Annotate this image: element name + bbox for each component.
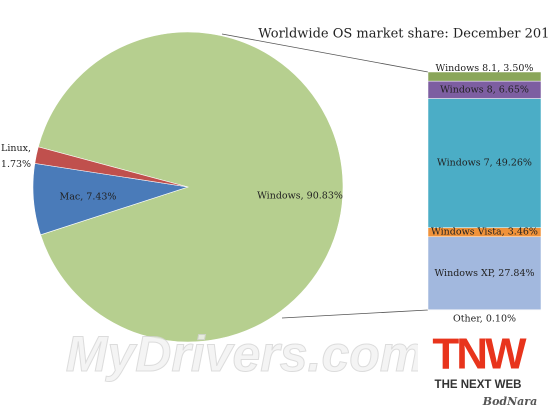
plot: Windows, 90.83% Mac, 7.43% Linux, 1.73% Wind… <box>1 31 542 343</box>
segment-label: Windows 8, 6.65% <box>440 84 529 95</box>
slice-label: Windows, 90.83% <box>257 191 343 202</box>
segment-label: Windows Vista, 3.46% <box>431 227 538 238</box>
slice-label: Mac, 7.43% <box>60 192 117 203</box>
logo-bg <box>418 330 550 413</box>
logo-name: THE NEXT WEB <box>435 379 522 391</box>
watermark: MyDrivers.com <box>66 326 425 382</box>
logo-mark: TNW <box>432 330 527 379</box>
segment-label: Windows XP, 27.84% <box>434 268 534 279</box>
segment-label: Other, 0.10% <box>453 314 516 325</box>
chart-title: Worldwide OS market share: December 2013 <box>258 27 550 42</box>
bar-segment <box>427 98 542 228</box>
segment-label: Windows 7, 49.26% <box>437 158 532 169</box>
pie-slice <box>37 31 344 343</box>
connector <box>281 309 429 319</box>
credit: BodNara <box>482 395 537 408</box>
slice-label: Linux, 1.73% <box>1 143 31 170</box>
segment-label: Windows 8.1, 3.50% <box>436 63 534 74</box>
connector <box>221 33 429 73</box>
pie-slice <box>34 146 189 188</box>
